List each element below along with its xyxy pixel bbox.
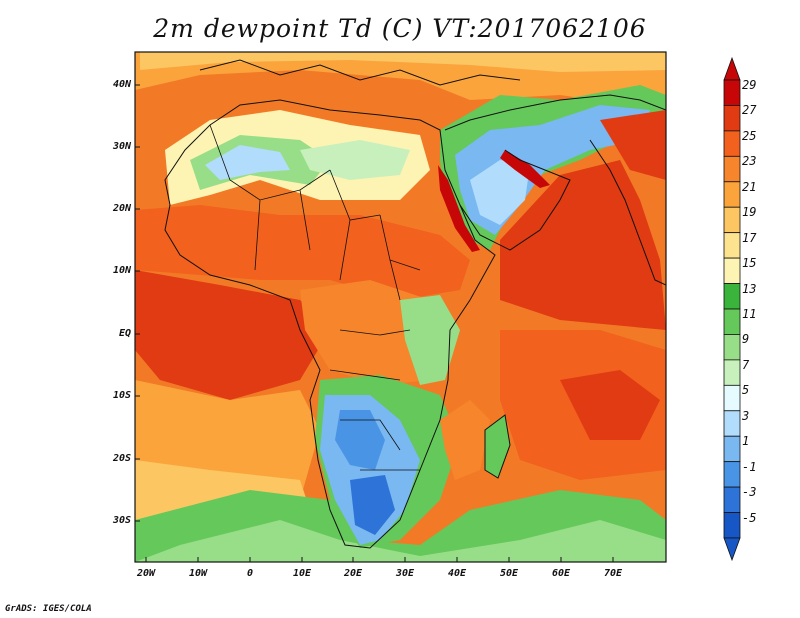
colorbar-label: 7	[742, 357, 750, 372]
arabian-sea	[500, 160, 666, 330]
colorbar-label: -3	[742, 485, 757, 500]
lat-label-20n: 20N	[112, 203, 131, 214]
lat-label-10n: 10N	[112, 265, 131, 276]
mozambique-channel	[440, 400, 490, 480]
arabia-coastline	[444, 94, 666, 251]
lon-label-10e: 10E	[292, 568, 312, 579]
lon-label-10w: 10W	[188, 568, 208, 579]
sahara-blue	[205, 145, 290, 180]
colorbar-label: 25	[742, 128, 757, 143]
europe-coastline	[199, 59, 521, 86]
india-coastline	[589, 139, 666, 286]
east-africa-highland	[400, 295, 460, 385]
lat-label-30s: 30S	[112, 515, 131, 526]
madagascar	[485, 415, 510, 478]
lat-label-eq: EQ	[118, 328, 131, 339]
libya-dry	[300, 140, 410, 180]
colorbar-label: 29	[742, 78, 757, 92]
lon-label-30e: 30E	[395, 568, 415, 579]
sahel-band	[135, 205, 470, 300]
colorbar-label: 19	[742, 205, 757, 220]
lon-label-70e: 70E	[603, 568, 623, 579]
colorbar-label: 15	[742, 256, 757, 271]
lon-label-0: 0	[246, 568, 254, 579]
colorbar-label: 5	[742, 383, 750, 398]
lat-label-30n: 30N	[112, 141, 131, 152]
country-borders	[209, 124, 421, 471]
lon-label-50e: 50E	[499, 568, 519, 579]
lon-label-20w: 20W	[136, 568, 156, 579]
indian-ocean-warm	[560, 370, 660, 440]
europe-strip	[140, 52, 666, 72]
axis-ticks	[135, 84, 614, 562]
madagascar-outline	[484, 414, 511, 479]
colorbar-label: -5	[742, 510, 757, 525]
kalahari-core	[335, 410, 385, 470]
colorbar-label: 27	[742, 103, 757, 118]
south-ocean-light	[135, 520, 666, 562]
south-africa-core	[350, 475, 395, 535]
colorbar-label: 23	[742, 154, 757, 169]
map-title: 2m dewpoint Td (C) VT:2017062106	[153, 14, 647, 43]
colorbar-label: 17	[742, 230, 757, 245]
lon-label-60e: 60E	[551, 568, 571, 579]
africa-coastline	[164, 99, 496, 549]
lon-label-20e: 20E	[343, 568, 363, 579]
colorbar-label: 13	[742, 281, 757, 296]
colorbar-label: 21	[742, 179, 757, 194]
colorbar-label: -1	[742, 459, 757, 474]
lon-label-40e: 40E	[447, 568, 467, 579]
persian-gulf	[500, 150, 550, 188]
colorbar-label: 1	[742, 434, 750, 449]
arabia-core	[470, 160, 530, 225]
colorbar-label: 3	[742, 408, 750, 423]
atlantic-moist	[135, 270, 330, 400]
colorbar-label: 9	[742, 332, 750, 347]
red-sea	[438, 165, 480, 252]
lat-label-20s: 20S	[112, 453, 131, 464]
bay-region	[600, 110, 666, 180]
grads-credit: GrADS: IGES/COLA	[5, 604, 92, 614]
lat-label-40n: 40N	[112, 79, 131, 90]
colorbar-label: 11	[742, 307, 757, 321]
map-border	[134, 51, 667, 563]
lat-label-10s: 10S	[112, 390, 131, 401]
